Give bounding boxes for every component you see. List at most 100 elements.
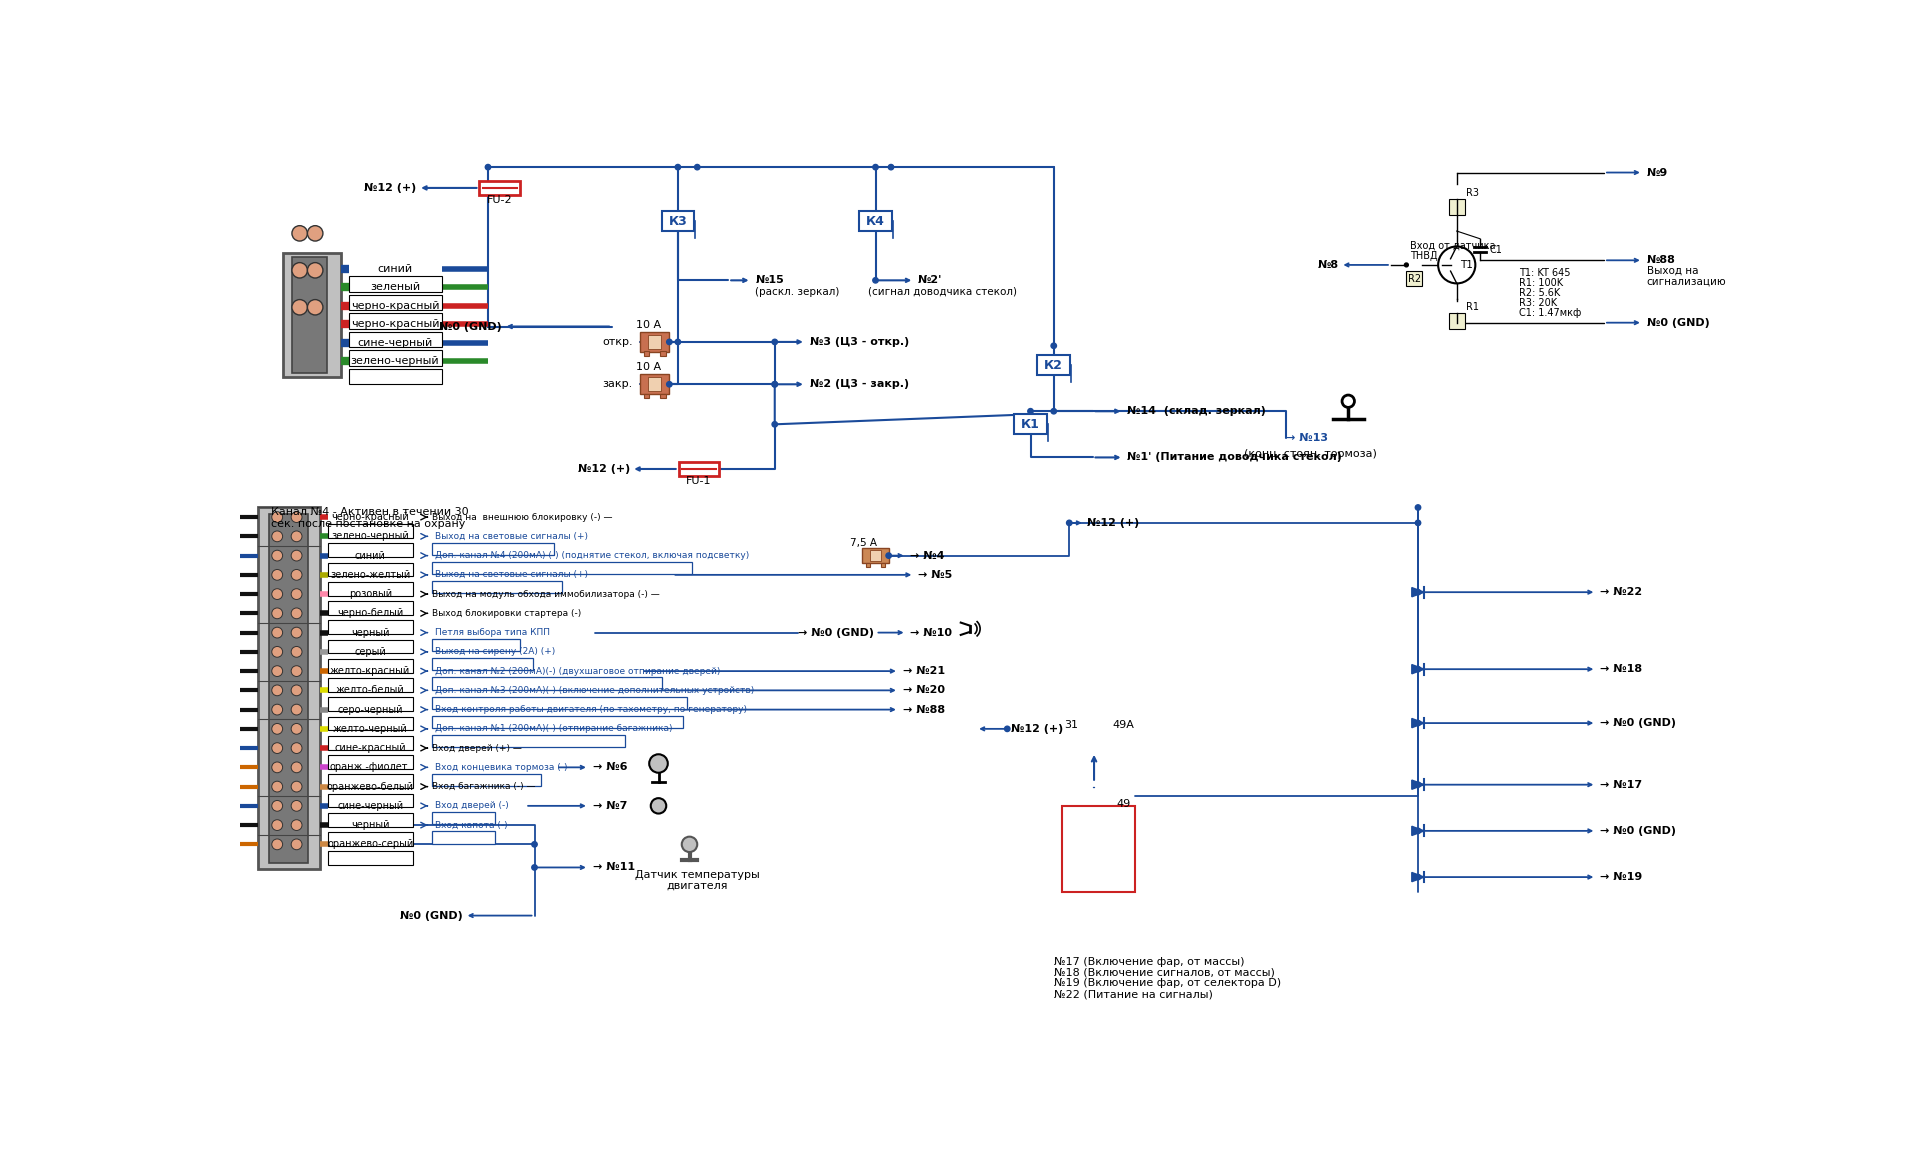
Text: К3: К3: [668, 215, 687, 228]
Text: → №19: → №19: [1599, 872, 1642, 882]
Circle shape: [651, 799, 666, 813]
Text: закр.: закр.: [603, 379, 634, 390]
Text: Вход багажника (-) —: Вход багажника (-) —: [432, 782, 536, 792]
Text: → №4: → №4: [910, 550, 945, 561]
Text: → №17: → №17: [1599, 780, 1642, 789]
Circle shape: [273, 550, 282, 561]
Text: оранжево-серый: оранжево-серый: [326, 840, 413, 849]
Text: FU-2: FU-2: [488, 195, 513, 206]
Circle shape: [273, 762, 282, 773]
Text: черно-красный: черно-красный: [332, 512, 409, 522]
Text: черный: черный: [351, 627, 390, 638]
Text: Вход концевика тормоза (-): Вход концевика тормоза (-): [434, 763, 566, 772]
Text: → №21: → №21: [902, 666, 945, 676]
Circle shape: [772, 381, 778, 387]
Bar: [292, 257, 326, 372]
Text: желто-черный: желто-черный: [332, 724, 407, 734]
Text: серо-черный: серо-черный: [338, 704, 403, 715]
Circle shape: [1415, 874, 1421, 880]
Circle shape: [273, 647, 282, 657]
Circle shape: [889, 164, 893, 170]
Bar: [349, 314, 442, 329]
Text: синий: синий: [355, 550, 386, 561]
Text: сигнализацию: сигнализацию: [1647, 277, 1726, 287]
Text: черный: черный: [351, 820, 390, 830]
Bar: [328, 812, 413, 826]
Text: 10 А: 10 А: [636, 319, 660, 330]
Circle shape: [1415, 520, 1421, 525]
Circle shape: [273, 531, 282, 541]
Circle shape: [307, 225, 323, 241]
Text: Выход на модуль обхода иммобилизатора (-) —: Выход на модуль обхода иммобилизатора (-…: [432, 589, 660, 599]
Text: оранж.-фиолет.: оранж.-фиолет.: [330, 762, 411, 772]
Text: FU-1: FU-1: [685, 477, 712, 486]
Text: T1: T1: [1459, 260, 1473, 270]
Text: черно-красный: черно-красный: [351, 301, 440, 310]
Circle shape: [292, 762, 301, 773]
Bar: [860, 211, 891, 231]
Bar: [328, 678, 413, 692]
Circle shape: [666, 381, 672, 387]
Circle shape: [273, 588, 282, 600]
Circle shape: [307, 300, 323, 315]
Bar: [1062, 805, 1135, 893]
Bar: [432, 677, 662, 689]
Circle shape: [292, 839, 301, 850]
Text: Петля выбора типа КПП: Петля выбора типа КПП: [434, 629, 549, 637]
Bar: [328, 601, 413, 615]
Bar: [328, 851, 413, 865]
Circle shape: [1415, 782, 1421, 787]
Text: серый: серый: [355, 647, 386, 657]
Text: №3 (Ц3 - откр.): №3 (Ц3 - откр.): [810, 337, 908, 347]
Text: C1: C1: [1490, 245, 1501, 255]
Bar: [328, 640, 413, 654]
Bar: [328, 735, 413, 749]
Text: Выход блокировки стартера (-): Выход блокировки стартера (-): [432, 609, 582, 618]
Circle shape: [292, 531, 301, 541]
Bar: [328, 563, 413, 577]
Circle shape: [292, 801, 301, 811]
Circle shape: [532, 842, 538, 847]
Bar: [432, 735, 624, 747]
Text: №12 (+): №12 (+): [1012, 724, 1064, 734]
Text: Вход дверей (-): Вход дверей (-): [434, 801, 509, 810]
Text: №12 (+): №12 (+): [578, 464, 630, 475]
Polygon shape: [1411, 664, 1425, 673]
Bar: [432, 716, 684, 728]
Bar: [639, 332, 670, 352]
Polygon shape: [1411, 780, 1425, 789]
Text: 49: 49: [1116, 799, 1131, 809]
Bar: [328, 543, 413, 557]
Text: 7,5 А: 7,5 А: [851, 538, 877, 548]
Text: розовый: розовый: [349, 589, 392, 599]
Circle shape: [273, 819, 282, 831]
Bar: [432, 773, 541, 786]
Circle shape: [874, 278, 877, 283]
Circle shape: [273, 570, 282, 580]
Text: Канал №4 - Активен в течении 30
сек. после постановке на охрану: Канал №4 - Активен в течении 30 сек. пос…: [271, 508, 468, 529]
Bar: [881, 563, 885, 568]
Text: №88: №88: [1647, 255, 1676, 265]
Bar: [349, 295, 442, 310]
Text: 31: 31: [1064, 720, 1077, 730]
Circle shape: [292, 819, 301, 831]
Circle shape: [273, 511, 282, 523]
Bar: [432, 831, 495, 843]
Text: №9: №9: [1647, 168, 1668, 178]
Text: №2': №2': [918, 276, 943, 285]
Polygon shape: [1411, 718, 1425, 727]
Text: → №11: → №11: [593, 863, 636, 872]
Text: R2: R2: [1407, 273, 1421, 284]
Text: → №10: → №10: [910, 627, 952, 638]
Text: черно-белый: черно-белый: [338, 608, 403, 618]
Circle shape: [292, 570, 301, 580]
Text: ТНВД: ТНВД: [1411, 250, 1438, 261]
Circle shape: [292, 225, 307, 241]
Circle shape: [1004, 726, 1010, 732]
Text: сине-красный: сине-красный: [334, 743, 405, 753]
Bar: [649, 377, 660, 392]
Bar: [432, 658, 532, 670]
Bar: [1450, 314, 1465, 329]
Bar: [349, 332, 442, 347]
Bar: [1405, 271, 1423, 286]
